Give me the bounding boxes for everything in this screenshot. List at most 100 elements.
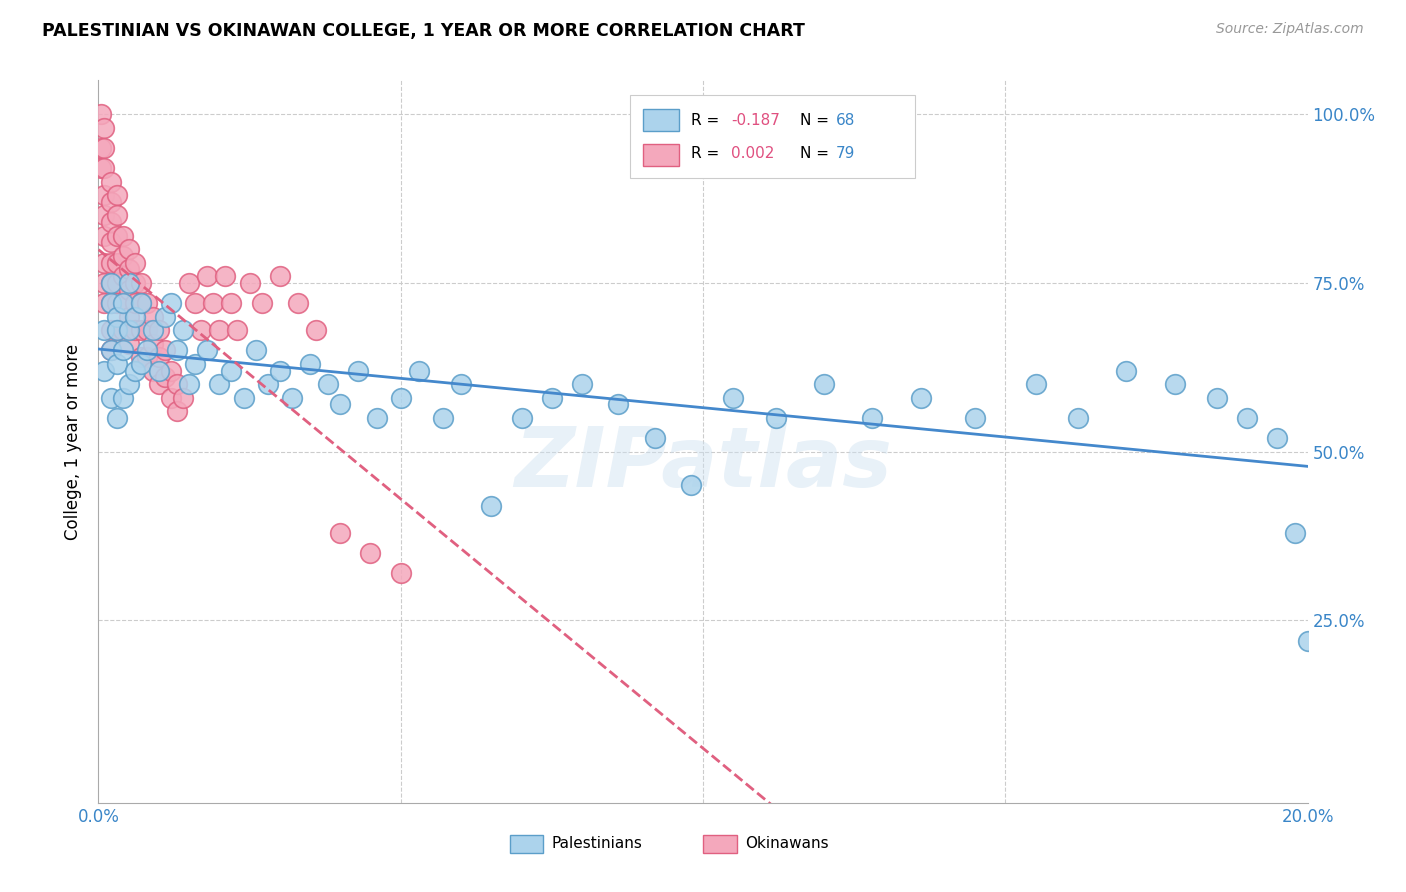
Point bbox=[124, 323, 146, 337]
Point bbox=[607, 397, 630, 411]
Text: 79: 79 bbox=[837, 146, 855, 161]
Point bbox=[202, 296, 225, 310]
Point bbox=[135, 350, 157, 364]
Point bbox=[90, 161, 112, 175]
Text: R =: R = bbox=[690, 112, 724, 128]
Point bbox=[232, 391, 254, 405]
Point bbox=[214, 269, 236, 284]
Point bbox=[111, 269, 134, 284]
Point bbox=[256, 377, 278, 392]
Point bbox=[111, 323, 134, 337]
Point bbox=[118, 283, 141, 297]
Point bbox=[910, 391, 932, 405]
Point bbox=[160, 296, 183, 310]
FancyBboxPatch shape bbox=[509, 835, 543, 854]
Point bbox=[124, 296, 146, 310]
Text: 68: 68 bbox=[837, 112, 855, 128]
Point bbox=[1284, 525, 1306, 540]
Point bbox=[172, 323, 194, 337]
Point bbox=[100, 215, 122, 229]
Point bbox=[135, 296, 157, 310]
Point bbox=[93, 161, 115, 175]
Point bbox=[100, 276, 122, 290]
Point bbox=[105, 228, 128, 243]
Point bbox=[124, 276, 146, 290]
Point bbox=[105, 255, 128, 269]
Point bbox=[316, 377, 339, 392]
Point bbox=[118, 323, 141, 337]
Point bbox=[129, 323, 152, 337]
Point bbox=[148, 350, 170, 364]
Point bbox=[100, 255, 122, 269]
Point bbox=[93, 276, 115, 290]
Point bbox=[111, 343, 134, 358]
Point bbox=[190, 323, 212, 337]
Point bbox=[245, 343, 267, 358]
Point bbox=[142, 336, 165, 351]
Point bbox=[142, 310, 165, 324]
Point bbox=[172, 391, 194, 405]
Point bbox=[129, 296, 152, 310]
Point bbox=[281, 391, 304, 405]
Point bbox=[93, 323, 115, 337]
Point bbox=[389, 391, 412, 405]
Point bbox=[1115, 364, 1137, 378]
Point bbox=[1067, 411, 1090, 425]
Point bbox=[179, 276, 201, 290]
Point bbox=[118, 336, 141, 351]
Point bbox=[105, 357, 128, 371]
Point bbox=[118, 242, 141, 256]
Y-axis label: College, 1 year or more: College, 1 year or more bbox=[65, 343, 83, 540]
Point bbox=[90, 141, 112, 155]
Point bbox=[765, 411, 787, 425]
Point bbox=[184, 296, 207, 310]
Point bbox=[111, 249, 134, 263]
Point bbox=[221, 296, 243, 310]
Point bbox=[105, 323, 128, 337]
Point bbox=[148, 377, 170, 392]
Text: N =: N = bbox=[800, 112, 834, 128]
Point bbox=[160, 391, 183, 405]
Point bbox=[118, 276, 141, 290]
Point bbox=[93, 141, 115, 155]
Point bbox=[195, 343, 218, 358]
Point bbox=[142, 364, 165, 378]
Text: Okinawans: Okinawans bbox=[745, 837, 830, 852]
Point bbox=[105, 411, 128, 425]
Point bbox=[347, 364, 370, 378]
Point bbox=[571, 377, 593, 392]
FancyBboxPatch shape bbox=[703, 835, 737, 854]
Point bbox=[111, 391, 134, 405]
Text: PALESTINIAN VS OKINAWAN COLLEGE, 1 YEAR OR MORE CORRELATION CHART: PALESTINIAN VS OKINAWAN COLLEGE, 1 YEAR … bbox=[42, 22, 806, 40]
Point bbox=[1267, 431, 1289, 445]
Point bbox=[644, 431, 666, 445]
Point bbox=[124, 364, 146, 378]
Point bbox=[124, 255, 146, 269]
Point bbox=[360, 546, 382, 560]
Point bbox=[105, 323, 128, 337]
Text: N =: N = bbox=[800, 146, 834, 161]
Point bbox=[179, 377, 201, 392]
Point bbox=[100, 235, 122, 250]
Point bbox=[329, 397, 352, 411]
Point bbox=[510, 411, 533, 425]
Point bbox=[129, 357, 152, 371]
Point bbox=[135, 323, 157, 337]
Point bbox=[1163, 377, 1185, 392]
Point bbox=[100, 175, 122, 189]
Point bbox=[305, 323, 328, 337]
Point bbox=[129, 296, 152, 310]
Text: R =: R = bbox=[690, 146, 724, 161]
Point bbox=[111, 296, 134, 310]
Point bbox=[540, 391, 562, 405]
Point bbox=[93, 296, 115, 310]
Point bbox=[100, 323, 122, 337]
Point bbox=[184, 357, 207, 371]
Text: ZIPatlas: ZIPatlas bbox=[515, 423, 891, 504]
Point bbox=[100, 276, 122, 290]
Point bbox=[100, 194, 122, 209]
Text: -0.187: -0.187 bbox=[731, 112, 780, 128]
Point bbox=[250, 296, 273, 310]
Point bbox=[93, 364, 115, 378]
Point bbox=[860, 411, 883, 425]
